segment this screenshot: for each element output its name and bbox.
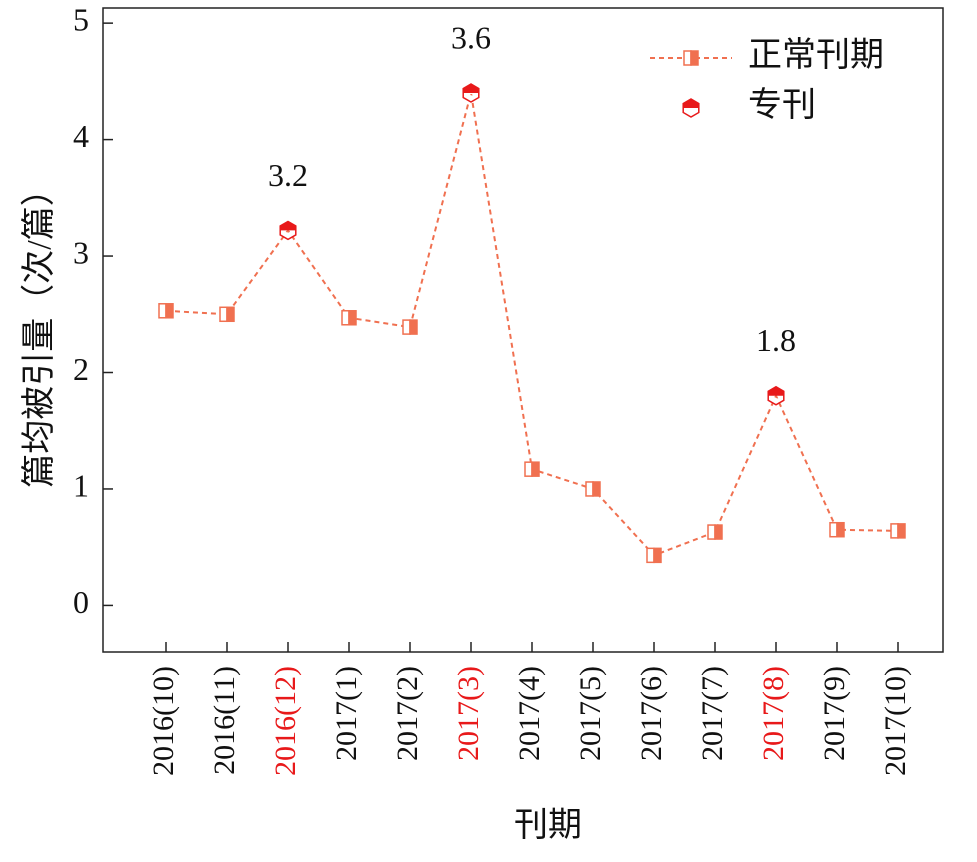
marker-outline [462, 83, 480, 103]
marker-outline [682, 98, 700, 118]
marker-half [897, 523, 906, 539]
marker-half [531, 461, 540, 477]
square-marker [646, 547, 662, 564]
x-tick-label: 2017(8) [757, 666, 790, 761]
marker-outline [279, 220, 297, 241]
legend-label: 专刊 [748, 86, 816, 124]
marker-half [683, 50, 692, 66]
y-tick-label: 3 [73, 234, 89, 270]
square-marker [585, 481, 601, 497]
x-tick-label: 2017(7) [696, 666, 729, 761]
square-marker [402, 319, 418, 335]
square-marker [890, 523, 906, 539]
hex-marker [682, 98, 700, 118]
annotation: 3.6 [451, 19, 491, 55]
marker-half [280, 221, 296, 231]
marker-half [592, 481, 601, 497]
marker-half [690, 50, 699, 66]
marker-half [714, 524, 723, 540]
square-marker [524, 461, 540, 477]
marker-half [409, 319, 418, 335]
square-marker [341, 310, 357, 326]
plot-frame [102, 7, 944, 653]
x-tick-label: 2017(6) [635, 666, 668, 761]
marker-half [836, 521, 845, 538]
x-tick-label: 2016(12) [269, 666, 302, 776]
x-tick-label: 2017(10) [879, 666, 912, 776]
square-marker [219, 306, 235, 323]
x-tick-label: 2017(9) [818, 666, 851, 761]
y-tick-label: 4 [73, 118, 89, 154]
y-tick-label: 0 [73, 584, 89, 620]
marker-outline [767, 385, 785, 406]
marker-half [463, 84, 479, 94]
square-marker [829, 521, 845, 538]
hex-marker [462, 83, 480, 103]
marker-half [768, 386, 784, 396]
square-marker [707, 524, 723, 540]
marker-half [158, 303, 167, 319]
marker-half [402, 319, 411, 335]
x-tick-label: 2017(4) [513, 666, 546, 761]
marker-half [348, 310, 357, 326]
marker-half [683, 99, 699, 108]
marker-half [165, 303, 174, 319]
marker-half [219, 306, 228, 323]
y-tick-label: 1 [73, 467, 89, 503]
y-axis-label: 篇均被引量（次/篇） [20, 172, 58, 487]
marker-half [524, 461, 533, 477]
x-axis-label: 刊期 [514, 807, 582, 844]
hex-marker [279, 220, 297, 241]
square-marker [158, 303, 174, 319]
y-tick-label: 2 [73, 351, 89, 387]
x-tick-label: 2017(1) [330, 666, 363, 761]
marker-half [341, 310, 350, 326]
marker-half [585, 481, 594, 497]
marker-half [829, 521, 838, 538]
x-tick-label: 2017(3) [452, 666, 485, 761]
legend-label: 正常刊期 [748, 37, 884, 74]
x-tick-label: 2017(2) [391, 666, 424, 761]
y-tick-label: 5 [73, 1, 89, 37]
x-tick-label: 2016(11) [208, 666, 241, 775]
marker-half [707, 524, 716, 540]
hex-marker [767, 385, 785, 406]
square-marker [683, 50, 699, 66]
annotation: 1.8 [756, 322, 796, 358]
marker-half [890, 523, 899, 539]
x-tick-label: 2017(5) [574, 666, 607, 761]
annotation: 3.2 [268, 157, 308, 193]
marker-half [683, 108, 699, 117]
x-tick-label: 2016(10) [147, 666, 180, 776]
marker-half [226, 306, 235, 323]
marker-half [646, 547, 655, 564]
marker-half [653, 547, 662, 564]
